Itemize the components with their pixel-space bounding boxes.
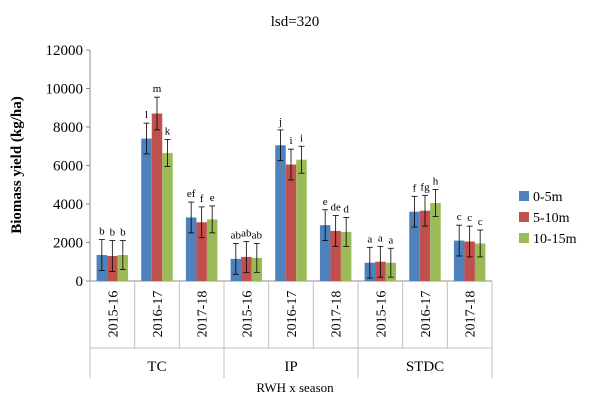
bar-0-5m <box>453 240 465 281</box>
significance-label: d <box>343 203 349 215</box>
x-group-label: STDC <box>406 359 444 375</box>
x-season-tick-label: 2015-16 <box>374 291 389 338</box>
significance-label: ab <box>252 229 263 241</box>
legend-swatch-10-15m <box>519 233 529 243</box>
y-tick-label: 4000 <box>53 197 83 213</box>
bar-0-5m <box>141 138 152 281</box>
plot-area: 0 2000 4000 6000 8000 10000 12000 2015-16 2016-1… <box>46 43 493 378</box>
significance-label: e <box>210 192 215 204</box>
legend-label: 5-10m <box>533 211 570 226</box>
significance-label: j <box>278 116 282 128</box>
significance-label: h <box>433 176 439 188</box>
y-tick-label: 0 <box>76 274 84 290</box>
bar-0-5m <box>185 217 197 281</box>
bar-0-5m <box>319 225 331 281</box>
y-tick-label: 8000 <box>53 120 83 136</box>
x-season-tick-label: 2017-18 <box>330 291 345 338</box>
bar-5-10m <box>330 230 341 281</box>
y-tick-label: 12000 <box>46 43 84 59</box>
bar-10-15m <box>340 231 352 281</box>
significance-label: b <box>99 226 105 238</box>
significance-label: c <box>478 216 483 228</box>
bar-5-10m <box>196 222 207 281</box>
significance-label: m <box>153 83 162 95</box>
x-season-tick-label: 2017-18 <box>464 291 479 338</box>
x-group-label: IP <box>284 359 297 375</box>
significance-label: ab <box>231 229 242 241</box>
significance-label: b <box>120 227 126 239</box>
bar-5-10m <box>151 113 163 282</box>
significance-label: i <box>289 135 292 147</box>
bar-10-15m <box>430 203 441 281</box>
y-tick-label: 6000 <box>53 159 83 175</box>
bar-0-5m <box>275 145 286 281</box>
significance-label: f <box>200 193 204 205</box>
x-season-tick-label: 2015-16 <box>106 291 121 338</box>
significance-label: k <box>165 126 171 138</box>
significance-label: ef <box>187 188 196 200</box>
legend-label: 10-15m <box>533 232 577 247</box>
x-season-tick-label: 2017-18 <box>196 291 211 338</box>
significance-label: a <box>388 234 393 246</box>
legend-swatch-5-10m <box>519 212 529 222</box>
bar-10-15m <box>206 219 218 281</box>
significance-label: e <box>323 196 328 208</box>
x-group-label: TC <box>147 359 166 375</box>
significance-label: c <box>467 212 472 224</box>
x-season-tick-label: 2016-17 <box>151 291 166 338</box>
significance-label: a <box>378 232 383 244</box>
bar-10-15m <box>162 152 173 281</box>
bar-5-10m <box>419 210 431 281</box>
bar-10-15m <box>296 159 307 281</box>
legend-label: 0-5m <box>533 190 563 205</box>
significance-label: ab <box>241 228 252 240</box>
significance-label: fg <box>420 181 430 193</box>
x-season-tick-label: 2016-17 <box>285 291 300 338</box>
legend: 0-5m 5-10m 10-15m <box>519 190 577 247</box>
x-season-tick-label: 2016-17 <box>419 291 434 338</box>
x-axis-label: RWH x season <box>256 380 334 395</box>
significance-label: f <box>413 182 417 194</box>
y-axis-label: Biomass yield (kg/ha) <box>9 96 25 234</box>
y-tick-label: 10000 <box>46 82 84 98</box>
legend-swatch-0-5m <box>519 191 529 201</box>
bar-10-15m <box>474 243 486 281</box>
chart-title: lsd=320 <box>271 14 319 30</box>
x-season-tick-label: 2015-16 <box>240 291 255 338</box>
bar-5-10m <box>285 164 297 281</box>
y-tick-label: 2000 <box>53 236 83 252</box>
significance-label: i <box>300 132 303 144</box>
bar-0-5m <box>409 211 420 281</box>
significance-label: a <box>367 233 372 245</box>
significance-label: b <box>110 227 116 239</box>
significance-label: de <box>330 202 341 214</box>
bar-5-10m <box>464 241 475 281</box>
significance-label: l <box>145 109 148 121</box>
significance-label: c <box>457 211 462 223</box>
